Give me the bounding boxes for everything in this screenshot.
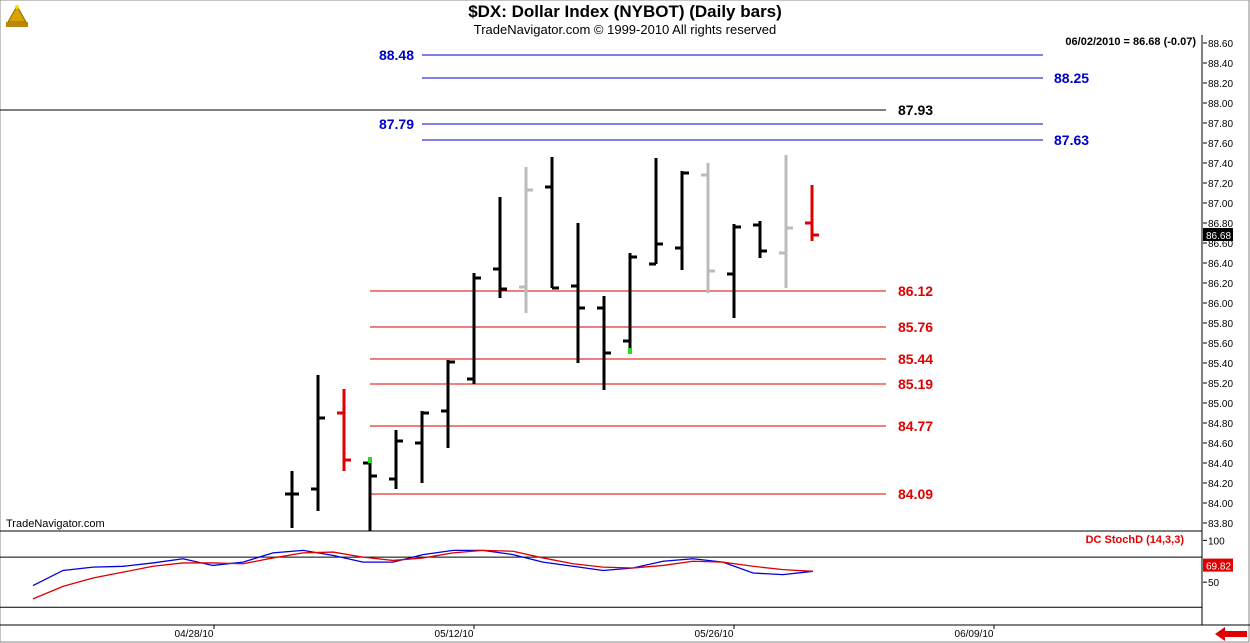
watermark: TradeNavigator.com	[6, 518, 105, 530]
resistance-label: 87.79	[379, 116, 414, 132]
trade-navigator-logo-icon	[3, 3, 31, 31]
scroll-left-arrow-icon[interactable]	[1213, 626, 1249, 642]
y-tick-label: 86.40	[1208, 259, 1233, 270]
y-tick-label: 85.80	[1208, 319, 1233, 330]
stoch-k-line	[32, 549, 814, 587]
y-tick-label: 84.00	[1208, 499, 1233, 510]
resistance-label: 88.48	[379, 47, 414, 63]
y-tick-label: 86.20	[1208, 279, 1233, 290]
stoch-d-line	[32, 549, 814, 600]
y-tick-label: 84.60	[1208, 439, 1233, 450]
green-signal-mark	[628, 348, 632, 354]
y-tick-label: 87.80	[1208, 119, 1233, 130]
resistance-label: 87.63	[1054, 132, 1089, 148]
y-tick-label: 85.20	[1208, 379, 1233, 390]
stoch-indicator-label: DC StochD (14,3,3)	[1085, 534, 1184, 546]
y-tick-label: 88.00	[1208, 99, 1233, 110]
y-tick-label: 86.80	[1208, 219, 1233, 230]
resistance-label: 87.93	[898, 102, 933, 118]
support-label: 86.12	[898, 283, 933, 299]
last-price-label: 86.68	[1206, 231, 1231, 242]
chart-title: $DX: Dollar Index (NYBOT) (Daily bars)	[468, 2, 782, 21]
stoch-tick-label: 50	[1208, 578, 1220, 589]
y-tick-label: 88.60	[1208, 39, 1233, 50]
y-tick-label: 87.40	[1208, 159, 1233, 170]
stoch-last-box	[1203, 558, 1233, 572]
support-label: 85.76	[898, 319, 933, 335]
y-tick-label: 87.60	[1208, 139, 1233, 150]
stoch-last-label: 69.82	[1206, 562, 1231, 573]
y-tick-label: 85.00	[1208, 399, 1233, 410]
last-price-box	[1203, 228, 1233, 241]
x-tick-label: 05/26/10	[695, 629, 734, 640]
y-tick-label: 84.20	[1208, 479, 1233, 490]
y-tick-label: 85.40	[1208, 359, 1233, 370]
y-tick-label: 86.60	[1208, 239, 1233, 250]
last-quote: 06/02/2010 = 86.68 (-0.07)	[1065, 36, 1196, 48]
support-label: 85.44	[898, 351, 933, 367]
stoch-tick-label: 100	[1208, 536, 1225, 547]
ohlc-bars	[285, 155, 819, 531]
y-tick-label: 83.80	[1208, 519, 1233, 530]
support-label: 85.19	[898, 376, 933, 392]
x-tick-label: 05/12/10	[435, 629, 474, 640]
resistance-label: 88.25	[1054, 70, 1089, 86]
y-tick-label: 84.40	[1208, 459, 1233, 470]
chart-subtitle: TradeNavigator.com © 1999-2010 All right…	[473, 22, 777, 37]
y-tick-label: 85.60	[1208, 339, 1233, 350]
x-tick-label: 06/09/10	[955, 629, 994, 640]
y-tick-label: 88.20	[1208, 79, 1233, 90]
green-signal-mark	[368, 457, 372, 463]
support-label: 84.09	[898, 486, 933, 502]
x-tick-label: 04/28/10	[175, 629, 214, 640]
support-label: 84.77	[898, 418, 933, 434]
y-tick-label: 84.80	[1208, 419, 1233, 430]
y-tick-label: 87.00	[1208, 199, 1233, 210]
y-tick-label: 87.20	[1208, 179, 1233, 190]
y-tick-label: 88.40	[1208, 59, 1233, 70]
y-tick-label: 86.00	[1208, 299, 1233, 310]
